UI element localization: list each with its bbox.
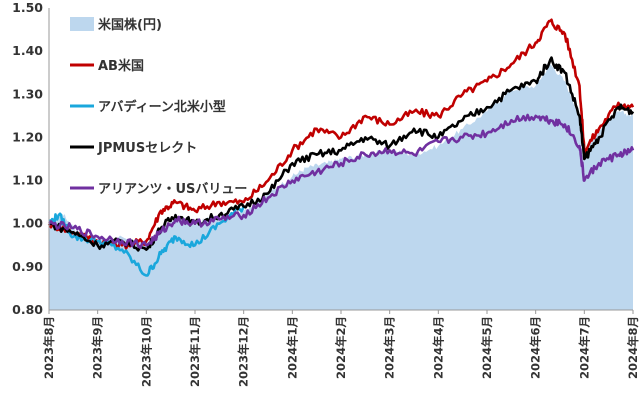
y-tick-label: 0.80 (12, 302, 43, 317)
legend-label: アバディーン北米小型 (98, 99, 226, 115)
x-tick-label: 2023年12月 (237, 316, 251, 387)
x-tick-label: 2023年9月 (91, 316, 105, 379)
y-tick-label: 1.20 (12, 129, 43, 144)
y-tick-label: 1.30 (12, 86, 43, 101)
x-tick-label: 2024年8月 (626, 316, 640, 379)
legend-swatch (70, 17, 94, 31)
series-3-line (48, 205, 245, 277)
series-2-line (47, 18, 635, 250)
x-tick-label: 2024年2月 (334, 316, 348, 379)
x-tick-label: 2024年5月 (480, 316, 494, 379)
x-tick-label: 2024年7月 (577, 316, 591, 379)
x-tick-label: 2024年3月 (383, 316, 397, 379)
line-layer (47, 18, 635, 277)
area-layer (49, 64, 633, 310)
y-tick-label: 1.10 (12, 173, 43, 188)
legend-label: AB米国 (98, 58, 144, 74)
series-1-area (49, 64, 633, 310)
y-tick-label: 1.50 (12, 0, 43, 15)
y-tick-label: 1.00 (12, 216, 43, 231)
axis-layer: 0.80 0.90 1.00 1.10 1.20 1.30 1.40 1.50 2023年8月 2… (12, 0, 640, 387)
legend-label: 米国株(円) (98, 17, 162, 33)
x-tick-label: 2024年1月 (285, 316, 299, 379)
series-5-line (48, 113, 635, 250)
x-tick-label: 2024年4月 (431, 316, 445, 379)
x-tick-label: 2023年8月 (42, 316, 56, 379)
x-tick-label: 2023年11月 (188, 316, 202, 387)
x-tick-label: 2024年6月 (529, 316, 543, 379)
legend-label: アリアンツ・USバリュー (98, 182, 247, 197)
y-tick-label: 0.90 (12, 259, 43, 274)
legend-label: JPMUSセレクト (97, 141, 197, 156)
x-tick-label: 2023年10月 (139, 316, 153, 387)
y-tick-label: 1.40 (12, 43, 43, 58)
